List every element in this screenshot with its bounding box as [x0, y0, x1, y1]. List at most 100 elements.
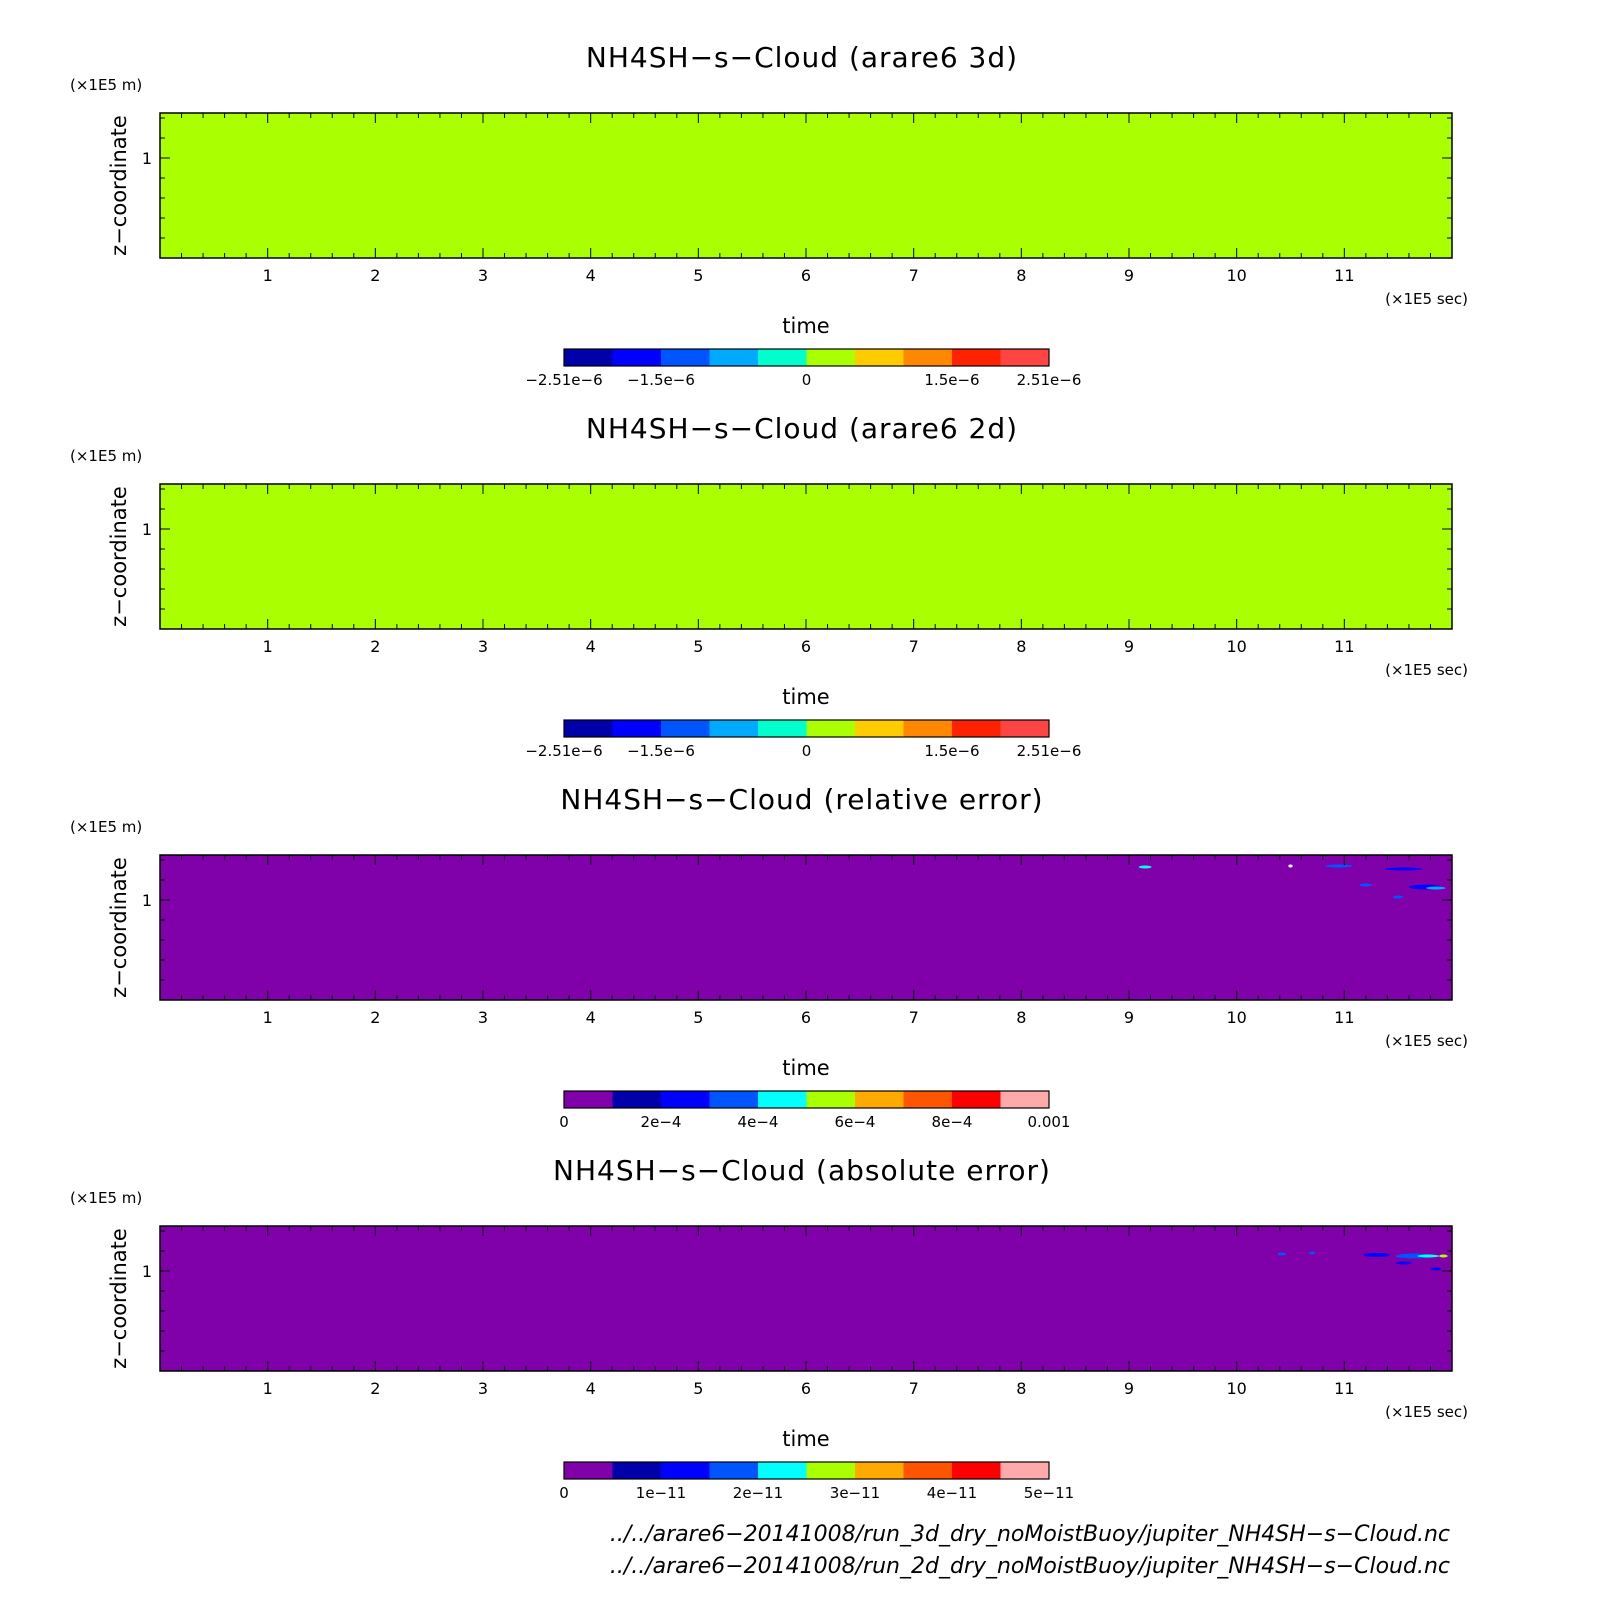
y-unit-label: (×1E5 m): [70, 818, 142, 836]
colorbar-swatch-9: [952, 720, 1001, 737]
y-unit-label: (×1E5 m): [70, 1189, 142, 1207]
colorbar-label: 1e−11: [636, 1484, 686, 1502]
colorbar-frame: [563, 1090, 1050, 1109]
x-tick-label: 2: [370, 637, 380, 656]
y-tick-label: 1: [142, 520, 152, 539]
colorbar-swatch-2: [612, 349, 662, 366]
error-feature-3: [1325, 864, 1353, 868]
colorbar-swatch-8: [903, 349, 953, 366]
colorbar-label: 3e−11: [830, 1484, 880, 1502]
error-feature-7: [1395, 1261, 1412, 1265]
x-axis-label: time: [782, 1056, 829, 1080]
x-unit-label: (×1E5 sec): [1385, 661, 1468, 679]
colorbar-swatch-10: [1000, 720, 1050, 737]
field-fill: [160, 1226, 1452, 1371]
x-tick-label: 7: [909, 637, 919, 656]
x-tick-label: 4: [586, 266, 596, 285]
colorbar: −2.51e−6 −1.5e−6 0 1.5e−6 2.51e−6: [525, 719, 1082, 760]
error-feature-2: [1308, 1251, 1316, 1255]
colorbar-swatch-8: [903, 1091, 953, 1108]
error-feature-1: [1138, 865, 1152, 869]
x-tick-label: 6: [801, 637, 811, 656]
colorbar-label: −1.5e−6: [627, 742, 695, 760]
x-tick-label: 7: [909, 1008, 919, 1027]
y-tick-label: 1: [142, 149, 152, 168]
colorbar: −2.51e−6 −1.5e−6 0 1.5e−6 2.51e−6: [525, 348, 1082, 389]
x-tick-label: 5: [693, 266, 703, 285]
x-tick-label: 3: [478, 637, 488, 656]
colorbar-swatch-4: [709, 1462, 759, 1479]
x-tick-label: 6: [801, 266, 811, 285]
x-tick-label: 5: [693, 1008, 703, 1027]
panel-2: NH4SH−s−Cloud (arare6 2d) (×1E5 m) 1 2 3 4 5 6 7…: [70, 412, 1468, 760]
colorbar-swatch-4: [709, 349, 759, 366]
colorbar-swatch-6: [806, 1462, 856, 1479]
colorbar-label: 2.51e−6: [1017, 371, 1082, 389]
panel-3: NH4SH−s−Cloud (relative error) (×1E5 m) 1 2…: [70, 783, 1468, 1131]
chart-title: NH4SH−s−Cloud (arare6 3d): [586, 41, 1018, 74]
colorbar-label: −2.51e−6: [525, 742, 602, 760]
x-tick-label: 9: [1124, 1008, 1134, 1027]
colorbar-swatch-1: [564, 349, 613, 366]
colorbar-label: 0: [559, 1484, 569, 1502]
error-feature-6: [1439, 1254, 1448, 1258]
chart-title: NH4SH−s−Cloud (relative error): [560, 783, 1043, 816]
colorbar-label: 0: [559, 1113, 569, 1131]
x-tick-label: 9: [1124, 637, 1134, 656]
colorbar-swatch-2: [612, 1462, 662, 1479]
colorbar-swatch-5: [758, 1091, 807, 1108]
x-tick-label: 1: [263, 1008, 273, 1027]
colorbar-label: 2.51e−6: [1017, 742, 1082, 760]
field-fill: [160, 113, 1452, 258]
colorbar-frame: [563, 1461, 1050, 1480]
x-tick-label: 6: [801, 1379, 811, 1398]
colorbar-label: 8e−4: [932, 1113, 973, 1131]
chart-title: NH4SH−s−Cloud (absolute error): [553, 1154, 1051, 1187]
y-tick-label: 1: [142, 891, 152, 910]
x-tick-label: 1: [263, 1379, 273, 1398]
colorbar-label: 1.5e−6: [924, 742, 979, 760]
footer-path-3d: ../../arare6−20141008/run_3d_dry_noMoist…: [610, 1522, 1450, 1547]
x-tick-label: 7: [909, 1379, 919, 1398]
chart-title: NH4SH−s−Cloud (arare6 2d): [586, 412, 1018, 445]
colorbar-swatch-2: [612, 1091, 662, 1108]
error-feature-5: [1359, 883, 1373, 887]
colorbar-swatch-4: [709, 720, 759, 737]
colorbar-swatch-9: [952, 349, 1001, 366]
colorbar-label: 4e−11: [927, 1484, 977, 1502]
panel-4: NH4SH−s−Cloud (absolute error) (×1E5 m) 1 2…: [70, 1154, 1468, 1502]
x-tick-label: 4: [586, 1008, 596, 1027]
colorbar-swatch-1: [564, 1091, 613, 1108]
x-tick-label: 7: [909, 266, 919, 285]
colorbar: 0 2e−4 4e−4 6e−4 8e−4 0.001: [559, 1090, 1070, 1131]
colorbar-swatch-6: [806, 720, 856, 737]
colorbar-swatch-2: [612, 720, 662, 737]
colorbar-swatch-1: [564, 1462, 613, 1479]
colorbar-swatch-10: [1000, 349, 1050, 366]
error-feature-2: [1288, 864, 1293, 868]
x-tick-label: 5: [693, 637, 703, 656]
x-tick-label: 11: [1334, 637, 1354, 656]
colorbar-label: −1.5e−6: [627, 371, 695, 389]
colorbar-frame: [563, 348, 1050, 367]
x-tick-label: 3: [478, 1008, 488, 1027]
x-tick-label: 10: [1226, 1008, 1246, 1027]
x-tick-label: 5: [693, 1379, 703, 1398]
colorbar-label: 5e−11: [1024, 1484, 1074, 1502]
colorbar-label: 2e−4: [641, 1113, 682, 1131]
y-unit-label: (×1E5 m): [70, 76, 142, 94]
file-path-footer: ../../arare6−20141008/run_3d_dry_noMoist…: [610, 1522, 1450, 1579]
panel-1: NH4SH−s−Cloud (arare6 3d) (×1E5 m) 1 2 3 4 5 6 7…: [70, 41, 1468, 389]
colorbar-label: 1.5e−6: [924, 371, 979, 389]
x-tick-label: 8: [1016, 1008, 1026, 1027]
colorbar-swatch-8: [903, 720, 953, 737]
field-fill: [160, 484, 1452, 629]
error-feature-3: [1363, 1253, 1391, 1257]
x-tick-label: 2: [370, 1008, 380, 1027]
colorbar-swatch-5: [758, 349, 807, 366]
x-tick-label: 4: [586, 637, 596, 656]
error-feature-5: [1417, 1254, 1440, 1258]
colorbar-swatch-3: [661, 1462, 710, 1479]
x-tick-label: 11: [1334, 1379, 1354, 1398]
